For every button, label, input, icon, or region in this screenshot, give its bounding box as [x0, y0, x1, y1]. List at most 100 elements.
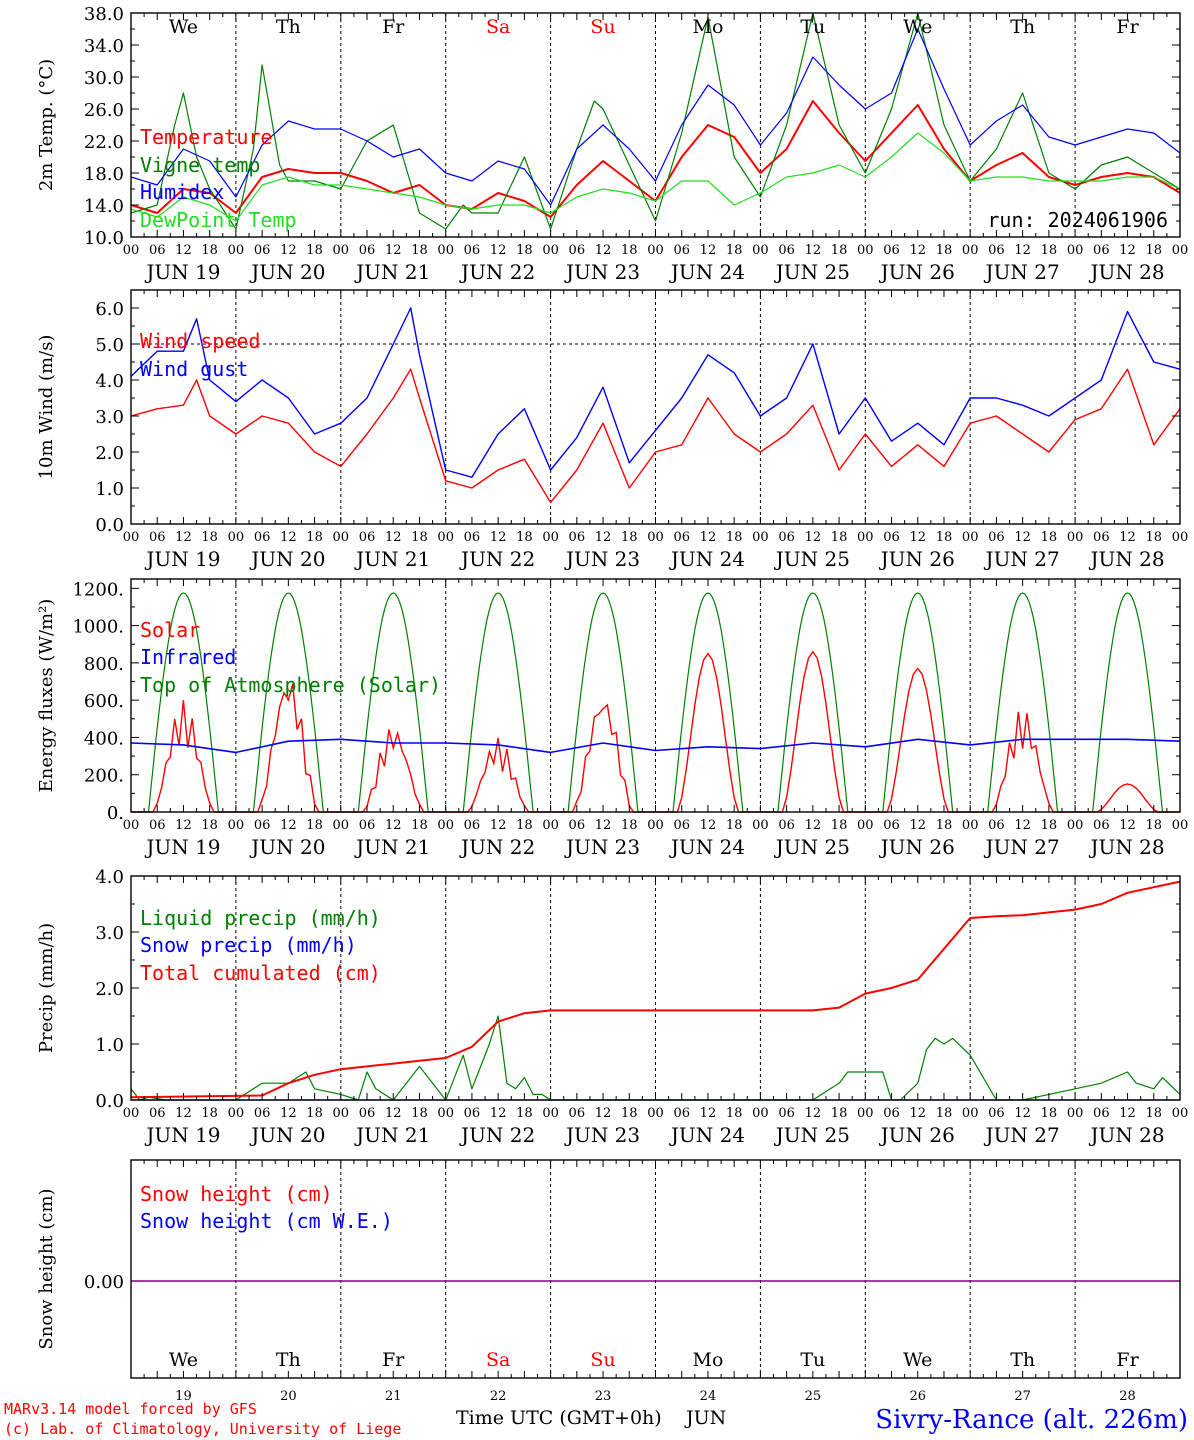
legend-snow-precip: Snow precip (mm/h) — [140, 933, 357, 957]
date-label: JUN 21 — [354, 260, 430, 284]
hour-tick-label: 06 — [988, 243, 1005, 258]
y-axis-label: 2m Temp. (°C) — [36, 59, 57, 191]
date-label: JUN 22 — [459, 1123, 535, 1147]
y-tick-label: 34.0 — [84, 36, 124, 57]
hour-tick-label: 00 — [542, 1106, 559, 1121]
hour-tick-label: 06 — [673, 1106, 690, 1121]
hour-tick-label: 12 — [175, 818, 192, 833]
legend-snow-we: Snow height (cm W.E.) — [140, 1209, 393, 1233]
y-tick-label: 26.0 — [84, 100, 124, 121]
hour-tick-label: 18 — [621, 530, 638, 545]
hour-tick-label: 18 — [831, 530, 848, 545]
hour-tick-label: 12 — [385, 530, 402, 545]
energy-legend: Solar Infrared Top of Atmosphere (Solar) — [140, 618, 441, 697]
hour-tick-label: 06 — [359, 1106, 376, 1121]
x-axis-label: Time UTC (GMT+0h) — [456, 1407, 662, 1429]
weekday-label: Mo — [692, 1349, 723, 1371]
date-label: JUN 23 — [564, 260, 640, 284]
series-wind-speed — [130, 368, 1181, 504]
y-tick-label: 22.0 — [84, 132, 124, 153]
hour-tick-label: 18 — [936, 530, 953, 545]
hour-tick-label: 18 — [1041, 530, 1058, 545]
y-tick-label: 600. — [84, 691, 124, 712]
hour-tick-label: 00 — [752, 818, 769, 833]
date-label: JUN 25 — [774, 547, 850, 571]
hour-tick-label: 00 — [228, 243, 245, 258]
weekday-label: Fr — [382, 16, 405, 38]
date-label: JUN 25 — [774, 835, 850, 859]
hour-tick-label: 18 — [621, 1106, 638, 1121]
hour-tick-label: 12 — [385, 818, 402, 833]
hour-tick-label: 06 — [569, 818, 586, 833]
hour-tick-label: 18 — [306, 1106, 323, 1121]
series-solar-day — [970, 711, 1076, 813]
y-axis-label: Energy fluxes (W/m²) — [36, 599, 57, 793]
hour-tick-label: 18 — [1146, 243, 1163, 258]
hour-tick-label: 06 — [778, 243, 795, 258]
series-infrared — [130, 738, 1181, 754]
date-label: JUN 21 — [354, 1123, 430, 1147]
legend-solar: Solar — [140, 618, 200, 642]
hour-tick-label: 06 — [254, 530, 271, 545]
precip-legend: Liquid precip (mm/h) Snow precip (mm/h) … — [140, 906, 381, 985]
hour-tick-label: 12 — [490, 243, 507, 258]
weekday-label: Th — [276, 16, 301, 38]
y-axis-label: 10m Wind (m/s) — [36, 335, 57, 480]
hour-tick-label: 00 — [437, 818, 454, 833]
y-tick-label: 1.0 — [95, 479, 124, 500]
weekday-label: Fr — [1116, 1349, 1139, 1371]
series-dewpoint-temp — [130, 132, 1181, 222]
hour-tick-label: 18 — [516, 818, 533, 833]
hour-tick-label: 00 — [962, 530, 979, 545]
hour-tick-label: 12 — [1014, 243, 1031, 258]
hour-tick-label: 00 — [647, 243, 664, 258]
hour-tick-label: 18 — [516, 1106, 533, 1121]
series-toa-day — [865, 592, 971, 813]
hour-tick-label: 12 — [805, 243, 822, 258]
date-label: JUN 23 — [564, 1123, 640, 1147]
y-tick-label: 18.0 — [84, 164, 124, 185]
hour-tick-label: 12 — [805, 818, 822, 833]
hour-tick-label: 06 — [464, 1106, 481, 1121]
hour-tick-label: 06 — [988, 1106, 1005, 1121]
hour-tick-label: 00 — [962, 243, 979, 258]
legend-liquid: Liquid precip (mm/h) — [140, 906, 381, 930]
hour-tick-label: 00 — [1172, 530, 1189, 545]
hour-tick-label: 06 — [569, 243, 586, 258]
hour-tick-label: 00 — [228, 818, 245, 833]
x-axis-month: JUN — [684, 1407, 726, 1429]
hour-tick-label: 00 — [857, 1106, 874, 1121]
hour-tick-label: 12 — [805, 530, 822, 545]
y-tick-label: 30.0 — [84, 68, 124, 89]
y-tick-label: 0.00 — [84, 1272, 124, 1293]
hour-tick-label: 18 — [1146, 530, 1163, 545]
text-layer: 2m Temp. (°C) 00 06 12 18 JUN 19 00 06 12 18 JUN 2… — [36, 4, 1188, 1404]
hour-tick-label: 18 — [1146, 1106, 1163, 1121]
hour-tick-label: 18 — [936, 1106, 953, 1121]
hour-tick-label: 06 — [359, 818, 376, 833]
date-label: JUN 19 — [144, 547, 220, 571]
hour-tick-label: 12 — [909, 1106, 926, 1121]
series-solar-day — [340, 729, 446, 813]
series-solar-day — [655, 652, 761, 813]
hour-tick-label: 12 — [490, 818, 507, 833]
hour-tick-label: 06 — [359, 243, 376, 258]
date-label: JUN 23 — [564, 835, 640, 859]
hour-tick-label: 00 — [1172, 1106, 1189, 1121]
panel-frame-temp — [130, 12, 1181, 238]
hour-tick-label: 18 — [621, 818, 638, 833]
hour-tick-label: 12 — [700, 1106, 717, 1121]
date-label: JUN 28 — [1088, 1123, 1164, 1147]
y-tick-label: 0. — [107, 803, 124, 824]
weekday-label: Mo — [692, 16, 723, 38]
frames-layer — [130, 12, 1181, 1379]
hour-tick-label: 18 — [201, 818, 218, 833]
date-label: JUN 22 — [459, 835, 535, 859]
hour-tick-label: 06 — [569, 530, 586, 545]
day-number-label: 26 — [909, 1389, 926, 1404]
hour-tick-label: 18 — [936, 243, 953, 258]
hour-tick-label: 06 — [149, 1106, 166, 1121]
y-axis-label: Snow height (cm) — [36, 1188, 57, 1349]
hour-tick-label: 06 — [464, 818, 481, 833]
hour-tick-label: 18 — [516, 243, 533, 258]
